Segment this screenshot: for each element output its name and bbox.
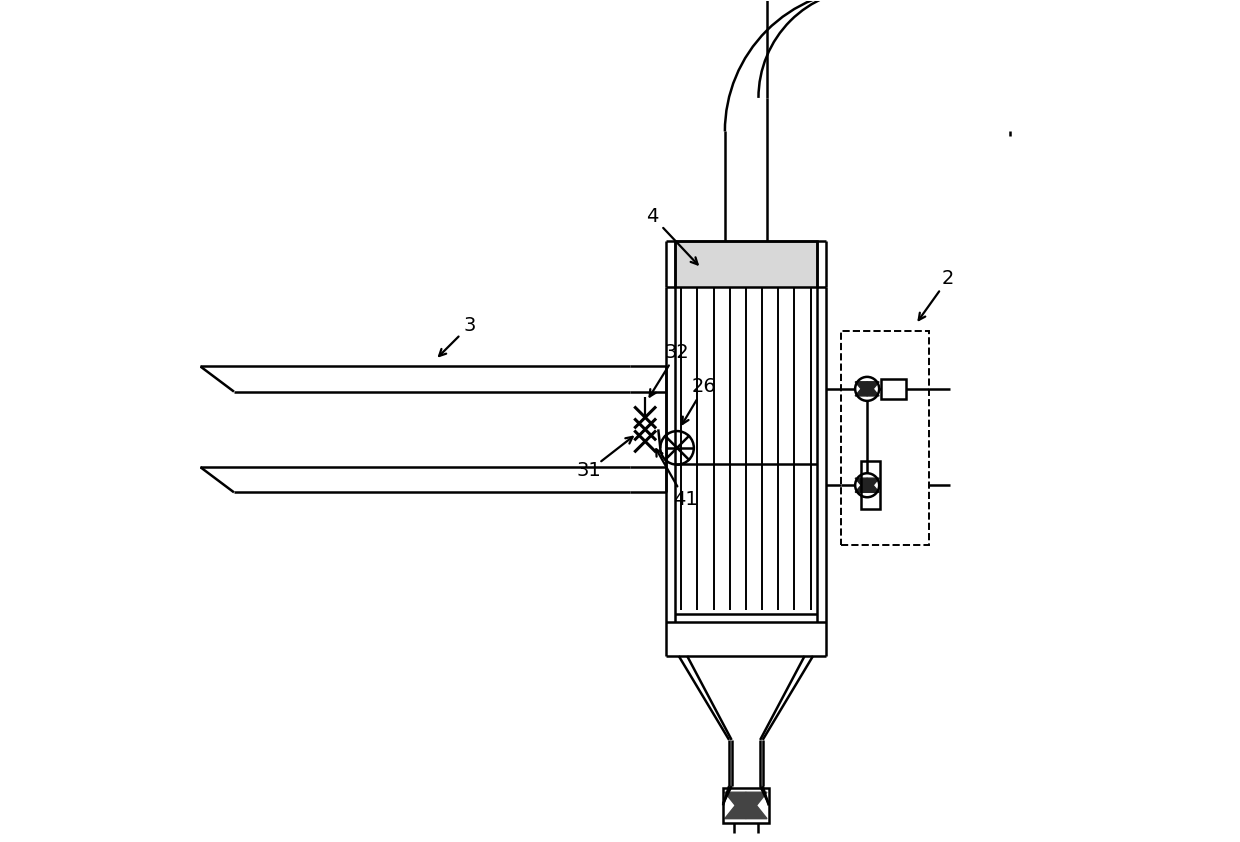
Text: 4: 4 (646, 207, 658, 226)
Polygon shape (856, 478, 879, 493)
Polygon shape (724, 792, 768, 818)
Polygon shape (724, 792, 768, 818)
Polygon shape (856, 478, 879, 493)
Polygon shape (856, 381, 879, 396)
Text: 3: 3 (464, 316, 476, 335)
Bar (861, 461, 880, 509)
Text: 2: 2 (942, 269, 955, 288)
Text: 41: 41 (672, 490, 697, 509)
Text: 32: 32 (665, 343, 689, 362)
Bar (841, 331, 929, 546)
Polygon shape (856, 381, 879, 396)
Text: 31: 31 (577, 461, 601, 480)
Bar (882, 379, 906, 398)
Bar (723, 788, 769, 823)
Bar (675, 241, 817, 287)
Text: 26: 26 (692, 377, 717, 397)
